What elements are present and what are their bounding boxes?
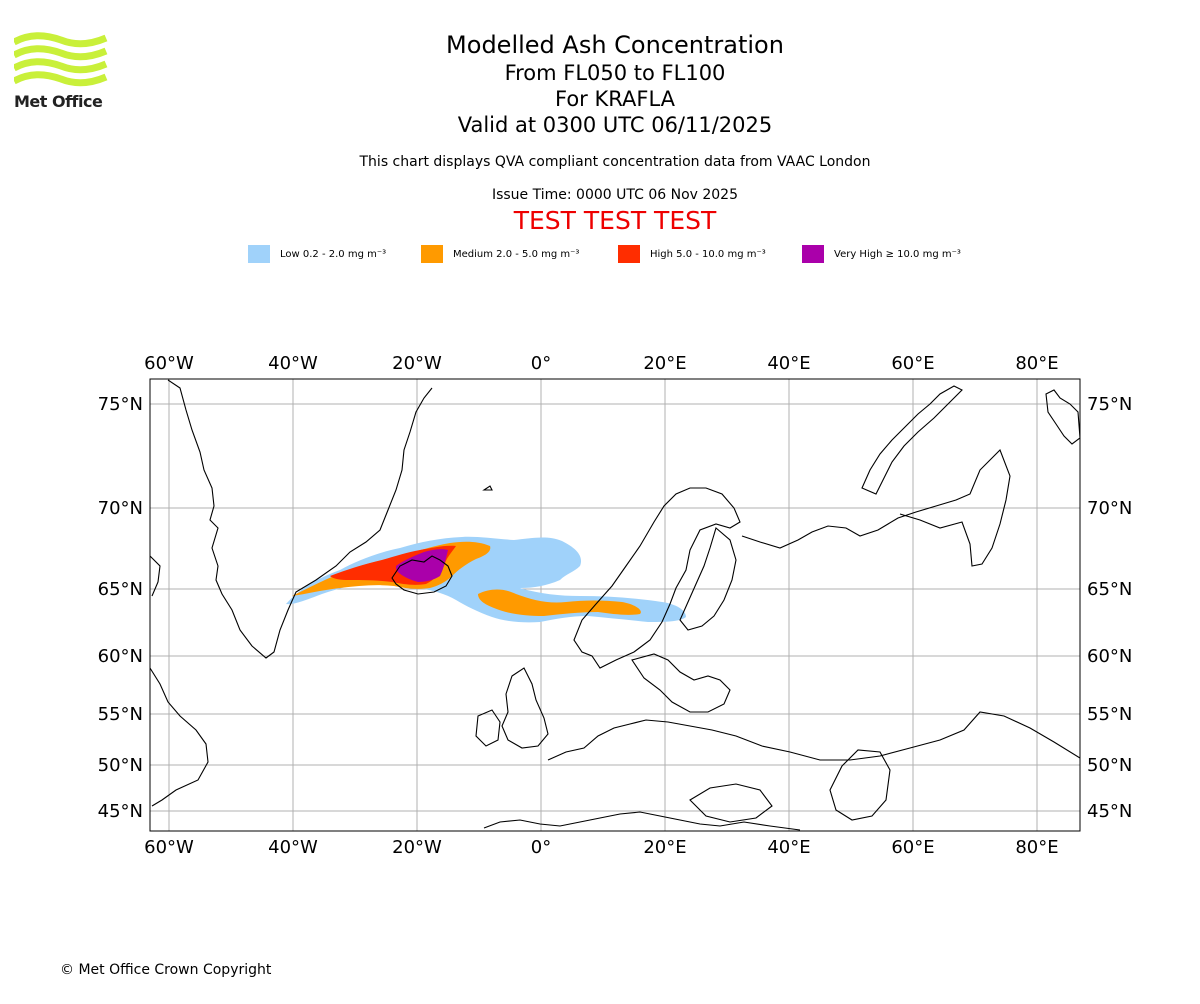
coast-black-sea [689,783,773,823]
legend-label-high: High 5.0 - 10.0 mg m⁻³ [650,248,766,260]
lat-label-left: 60°N [98,646,143,667]
lat-label-left: 75°N [98,394,143,415]
legend-label-low: Low 0.2 - 2.0 mg m⁻³ [280,248,387,260]
legend-item-low: Low 0.2 - 2.0 mg m⁻³ [248,244,386,264]
legend-label-medium: Medium 2.0 - 5.0 mg m⁻³ [453,248,580,260]
volcano-name: For KRAFLA [555,87,675,111]
lat-label-right: 45°N [1087,801,1132,822]
lat-label-left: 45°N [98,801,143,822]
logo-wave [12,45,108,61]
lat-label-right: 65°N [1087,579,1132,600]
lon-label-top: 80°E [1015,353,1058,374]
coast-scandinavia [573,487,741,669]
coast-iceland [391,555,453,595]
lon-label-bottom: 0° [531,837,551,858]
lon-label-top: 20°E [643,353,686,374]
lat-label-right: 55°N [1087,704,1132,725]
lat-label-right: 60°N [1087,646,1132,667]
lon-label-bottom: 40°W [268,837,318,858]
ash-cloud [286,536,686,623]
lon-label-top: 60°E [891,353,934,374]
flight-levels: From FL050 to FL100 [504,61,726,85]
coast-novaya-zemlya [861,385,963,495]
coast-finland [679,527,737,631]
qva-note: This chart displays QVA compliant concen… [359,154,871,170]
legend-swatch-high [618,245,640,263]
logo-text: Met Office [14,92,103,111]
valid-time: Valid at 0300 UTC 06/11/2025 [457,113,773,137]
lon-label-bottom: 40°E [767,837,810,858]
test-banner: TEST TEST TEST [513,206,717,235]
met-office-logo: Met Office [12,30,109,112]
legend-swatch-low [248,245,270,263]
logo-wave [12,58,108,74]
lon-label-bottom: 60°W [144,837,194,858]
coast-baltic [631,653,731,713]
chart-header: Modelled Ash Concentration From FL050 to… [240,30,990,236]
lon-label-bottom: 80°E [1015,837,1058,858]
map-frame [149,378,1081,832]
coast-south [483,811,801,831]
logo-wave [12,32,108,48]
coast-continent [547,711,1080,761]
lon-label-bottom: 20°E [643,837,686,858]
legend-swatch-very-high [802,245,824,263]
copyright-notice: © Met Office Crown Copyright [60,962,272,978]
legend-item-medium: Medium 2.0 - 5.0 mg m⁻³ [421,244,579,264]
lat-label-left: 55°N [98,704,143,725]
lat-label-right: 50°N [1087,755,1132,776]
logo-wave [12,71,108,87]
coast-jan-mayen [482,485,493,491]
coast-canada [150,555,209,807]
lat-label-left: 65°N [98,579,143,600]
legend-item-very-high: Very High ≥ 10.0 mg m⁻³ [802,244,961,264]
lon-label-top: 40°E [767,353,810,374]
ash-medium-area-east [478,589,641,616]
lon-label-bottom: 20°W [392,837,442,858]
coast-ireland [475,709,501,747]
lon-label-top: 60°W [144,353,194,374]
legend: Low 0.2 - 2.0 mg m⁻³ Medium 2.0 - 5.0 mg… [0,244,1200,264]
issue-time: Issue Time: 0000 UTC 06 Nov 2025 [491,187,739,203]
lat-label-left: 50°N [98,755,143,776]
lat-label-right: 70°N [1087,498,1132,519]
lon-label-top: 20°W [392,353,442,374]
lat-label-right: 75°N [1087,394,1132,415]
map-axis-labels: 60°W 60°W 40°W 40°W 20°W 20°W 0° 0° 20°E 20°E 40°E… [98,353,1133,858]
legend-swatch-medium [421,245,443,263]
lon-label-top: 40°W [268,353,318,374]
lon-label-top: 0° [531,353,551,374]
coastlines [150,379,1080,831]
met-office-waves-icon [12,32,108,87]
coast-north-russia [741,449,1011,567]
coast-uk [501,667,549,749]
legend-label-very-high: Very High ≥ 10.0 mg m⁻³ [834,248,961,260]
chart-title: Modelled Ash Concentration [446,31,784,59]
coast-caspian [829,749,891,821]
coast-svalbard [1045,389,1080,445]
lat-label-left: 70°N [98,498,143,519]
lon-label-bottom: 60°E [891,837,934,858]
coast-greenland [167,379,433,659]
legend-item-high: High 5.0 - 10.0 mg m⁻³ [618,244,766,264]
